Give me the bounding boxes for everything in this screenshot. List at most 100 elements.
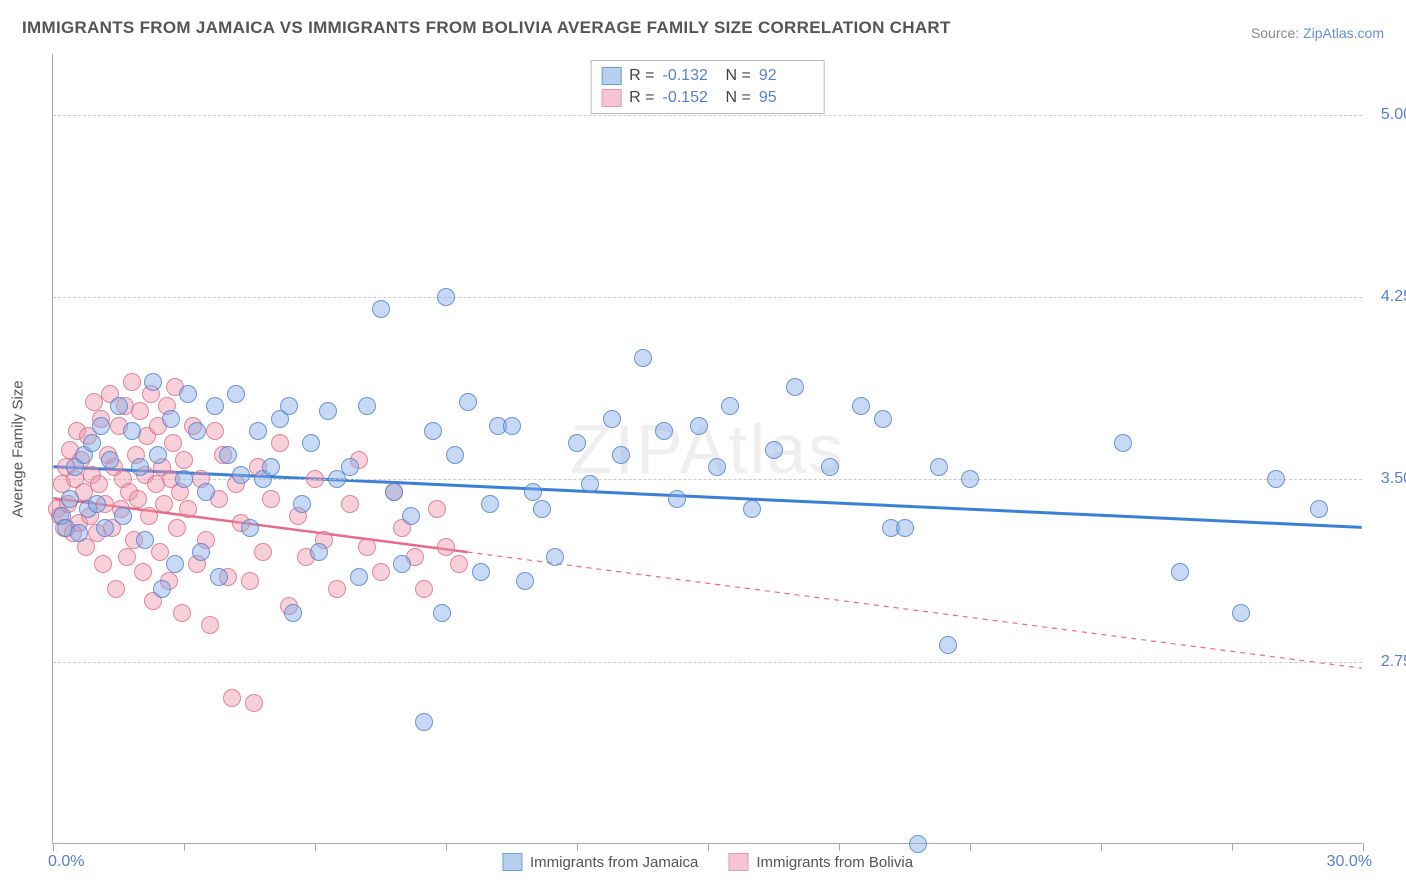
x-tick xyxy=(577,843,578,851)
series2-name: Immigrants from Bolivia xyxy=(756,854,913,871)
x-tick xyxy=(315,843,316,851)
data-point xyxy=(173,604,191,622)
x-tick xyxy=(708,843,709,851)
data-point xyxy=(655,422,673,440)
data-point xyxy=(428,500,446,518)
data-point xyxy=(219,446,237,464)
data-point xyxy=(372,300,390,318)
data-point xyxy=(166,555,184,573)
data-point xyxy=(786,378,804,396)
data-point xyxy=(123,422,141,440)
data-point xyxy=(612,446,630,464)
gridline xyxy=(53,479,1362,480)
data-point xyxy=(1310,500,1328,518)
data-point xyxy=(1171,563,1189,581)
legend-correlation-box: R = -0.132 N = 92 R = -0.152 N = 95 xyxy=(590,60,825,114)
data-point xyxy=(568,434,586,452)
data-point xyxy=(1267,470,1285,488)
source-prefix: Source: xyxy=(1251,25,1303,41)
data-point xyxy=(131,402,149,420)
data-point xyxy=(94,555,112,573)
data-point xyxy=(83,434,101,452)
data-point xyxy=(107,580,125,598)
data-point xyxy=(210,568,228,586)
data-point xyxy=(437,288,455,306)
x-tick xyxy=(1363,843,1364,851)
data-point xyxy=(415,580,433,598)
y-tick-label: 3.50 xyxy=(1381,470,1406,488)
data-point xyxy=(197,483,215,501)
legend-item-series2: Immigrants from Bolivia xyxy=(728,853,913,871)
data-point xyxy=(206,422,224,440)
gridline xyxy=(53,297,1362,298)
data-point xyxy=(155,495,173,513)
data-point xyxy=(533,500,551,518)
data-point xyxy=(472,563,490,581)
data-point xyxy=(61,490,79,508)
data-point xyxy=(188,422,206,440)
data-point xyxy=(481,495,499,513)
data-point xyxy=(206,397,224,415)
x-tick xyxy=(1232,843,1233,851)
data-point xyxy=(939,636,957,654)
data-point xyxy=(1114,434,1132,452)
data-point xyxy=(581,475,599,493)
source-link[interactable]: ZipAtlas.com xyxy=(1303,25,1384,41)
data-point xyxy=(271,434,289,452)
data-point xyxy=(70,524,88,542)
data-point xyxy=(262,458,280,476)
source-attribution: Source: ZipAtlas.com xyxy=(1251,25,1384,41)
data-point xyxy=(852,397,870,415)
legend-series-names: Immigrants from Jamaica Immigrants from … xyxy=(502,853,913,871)
x-axis-max-label: 30.0% xyxy=(1327,853,1372,871)
x-tick xyxy=(1101,843,1102,851)
data-point xyxy=(1232,604,1250,622)
data-point xyxy=(358,397,376,415)
regression-lines-layer xyxy=(53,54,1362,843)
swatch-series2 xyxy=(601,89,621,107)
data-point xyxy=(874,410,892,428)
r-value-1: -0.132 xyxy=(663,67,718,85)
data-point xyxy=(114,507,132,525)
data-point xyxy=(90,475,108,493)
data-point xyxy=(459,393,477,411)
data-point xyxy=(249,422,267,440)
data-point xyxy=(110,397,128,415)
data-point xyxy=(96,519,114,537)
data-point xyxy=(149,446,167,464)
data-point xyxy=(393,555,411,573)
y-tick-label: 5.00 xyxy=(1381,106,1406,124)
legend-row-series1: R = -0.132 N = 92 xyxy=(601,65,814,87)
data-point xyxy=(201,616,219,634)
data-point xyxy=(668,490,686,508)
data-point xyxy=(341,495,359,513)
data-point xyxy=(743,500,761,518)
data-point xyxy=(372,563,390,581)
data-point xyxy=(341,458,359,476)
gridline xyxy=(53,115,1362,116)
n-value-2: 95 xyxy=(759,89,814,107)
y-axis-title: Average Family Size xyxy=(10,380,27,517)
data-point xyxy=(140,507,158,525)
r-value-2: -0.152 xyxy=(663,89,718,107)
data-point xyxy=(306,470,324,488)
data-point xyxy=(153,580,171,598)
data-point xyxy=(168,519,186,537)
gridline xyxy=(53,662,1362,663)
y-tick-label: 4.25 xyxy=(1381,288,1406,306)
n-label-1: N = xyxy=(726,67,751,85)
data-point xyxy=(765,441,783,459)
data-point xyxy=(437,538,455,556)
data-point xyxy=(123,373,141,391)
data-point xyxy=(385,483,403,501)
data-point xyxy=(136,531,154,549)
y-tick-label: 2.75 xyxy=(1381,653,1406,671)
data-point xyxy=(424,422,442,440)
x-tick xyxy=(839,843,840,851)
data-point xyxy=(293,495,311,513)
data-point xyxy=(192,543,210,561)
legend-item-series1: Immigrants from Jamaica xyxy=(502,853,698,871)
data-point xyxy=(708,458,726,476)
r-label-1: R = xyxy=(629,67,654,85)
data-point xyxy=(450,555,468,573)
